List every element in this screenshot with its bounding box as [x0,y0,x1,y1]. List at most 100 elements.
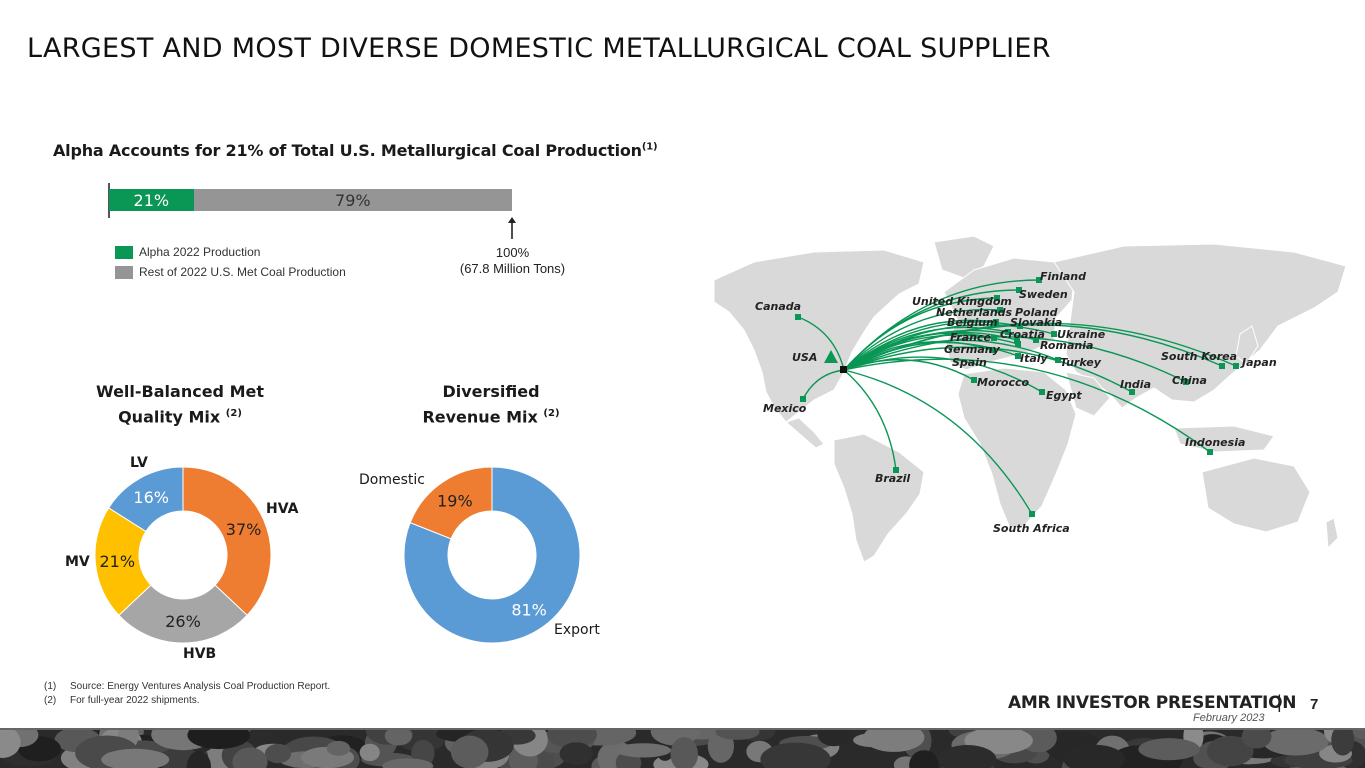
marker-slovakia [1014,337,1020,343]
map-label-indonesia: Indonesia [1185,436,1245,449]
coal-lump [359,743,380,762]
marker-germany [1005,329,1011,335]
bar-total-tons: (67.8 Million Tons) [459,261,566,276]
marker-poland [1017,323,1023,329]
coal-lump [1331,730,1355,756]
coal-lump [450,735,489,768]
coal-lump [384,730,413,746]
label-mv: MV [65,554,90,570]
coal-lump [760,742,831,768]
coal-lump [101,748,170,768]
quality-mix-donut: 37% 26% 21% 16% [94,466,272,644]
map-label-canada: Canada [755,300,801,313]
coal-lump [382,758,434,768]
marker-france [991,335,997,341]
coal-lump [938,745,997,768]
stacked-bar-chart: 21% 79% [109,189,512,211]
legend-item: Alpha 2022 Production [115,242,346,262]
bar-chart-title-note: (1) [641,141,658,153]
marker-canada [795,314,801,320]
presentation-date: February 2023 [1193,712,1265,724]
bar-total-percent: 100% [495,245,530,260]
donut-pct-label: 16% [133,488,169,507]
south-america-shape [833,433,925,563]
coal-lump [1063,744,1125,768]
map-label-germany: Germany [944,343,1001,356]
marker-china [1183,379,1189,385]
revenue-mix-title-line2: Revenue Mix [422,407,538,427]
north-america-shape [713,249,925,423]
legend-item: Rest of 2022 U.S. Met Coal Production [115,262,346,282]
quality-mix-title-note: (2) [225,408,242,419]
route-south-africa [843,369,1033,515]
map-label-belgium: Belgium [947,316,998,329]
route-mexico [802,369,845,400]
marker-mexico [800,396,806,402]
coal-lump [186,751,211,768]
coal-lump [0,730,21,758]
world-land-shapes [713,235,1347,563]
map-label-ukraine: Ukraine [1057,328,1106,341]
marker-japan [1233,363,1239,369]
coal-lump [1206,735,1254,767]
coal-lump [1262,730,1329,756]
coal-lump [817,730,851,747]
donut-slice-hvb [118,584,248,644]
page-number: 7 [1310,696,1319,713]
footnote-text: Source: Energy Ventures Analysis Coal Pr… [70,681,331,692]
legend-label: Alpha 2022 Production [139,245,261,259]
coal-lump [909,750,939,768]
map-label-south-africa: South Africa [993,522,1070,535]
quality-mix-title: Well-Balanced Met Quality Mix (2) [90,381,270,428]
label-hvb: HVB [183,646,217,662]
donut-slice-domestic [409,466,493,540]
map-label-morocco: Morocco [977,376,1030,389]
route-japan [843,322,1237,371]
coal-lump [326,740,351,756]
central-america-shape [784,417,825,449]
map-label-south-korea: South Korea [1161,350,1237,363]
label-export: Export [554,622,600,638]
marker-indonesia [1207,449,1213,455]
alpha-origin-marker [824,350,847,373]
coal-lump [264,743,292,764]
coal-lump [615,743,672,758]
bar-axis-line [108,183,110,218]
marker-ukraine [1051,331,1057,337]
revenue-mix-title-note: (2) [543,408,560,419]
label-domestic: Domestic [359,472,425,488]
donut-pct-label: 19% [437,491,473,510]
route-germany [843,326,1009,371]
map-label-france: France [950,331,992,344]
coal-lump [187,730,250,750]
donut-slice-lv [108,466,184,533]
donut-pct-label: 26% [165,612,201,631]
marker-netherlands [997,307,1003,313]
coal-lump [232,747,268,768]
map-label-turkey: Turkey [1060,356,1102,369]
revenue-mix-donut: 81% 19% [403,466,581,644]
route-uk [843,297,998,371]
footer-divider [0,728,1365,730]
route-romania [843,329,1037,371]
footnote-number: (1) [44,681,57,692]
map-label-poland: Poland [1015,306,1058,319]
marker-italy [1015,353,1021,359]
coal-lump [1352,730,1365,740]
coal-lump [863,730,925,752]
map-label-egypt: Egypt [1046,389,1082,402]
map-label-slovakia: Slovakia [1010,316,1062,329]
greenland-shape [933,235,995,279]
revenue-mix-title-line2-row: Revenue Mix (2) [411,403,571,428]
legend-swatch [115,265,133,279]
map-label-usa: USA [792,351,817,364]
up-arrow-icon [508,217,516,239]
indonesia-shape [1173,425,1275,453]
map-label-sweden: Sweden [1019,288,1068,301]
revenue-mix-title-line1: Diversified [442,382,540,401]
marker-romania [1033,337,1039,343]
map-label-india: India [1120,378,1151,391]
marker-finland [1036,277,1042,283]
route-indonesia [843,358,1211,453]
marker-south-africa [1029,511,1035,517]
